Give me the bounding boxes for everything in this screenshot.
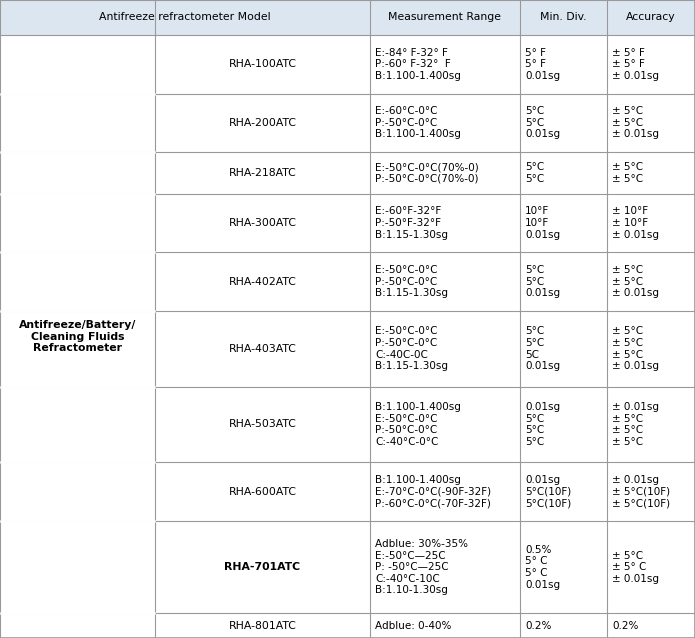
Bar [155, 194, 695, 253]
Text: 0.5%
5° C
5° C
0.01sg: 0.5% 5° C 5° C 0.01sg [525, 545, 560, 590]
Text: RHA-801ATC: RHA-801ATC [229, 621, 297, 631]
Text: RHA-200ATC: RHA-200ATC [229, 118, 297, 128]
Bar [155, 613, 695, 638]
Text: Adblue: 0-40%: Adblue: 0-40% [375, 621, 451, 631]
Text: Measurement Range: Measurement Range [389, 13, 502, 22]
Bar [155, 152, 695, 194]
Text: ± 5°C
± 5° C
± 0.01sg: ± 5°C ± 5° C ± 0.01sg [612, 551, 659, 584]
Text: E:-50°C-0°C
P:-50°C-0°C
B:1.15-1.30sg: E:-50°C-0°C P:-50°C-0°C B:1.15-1.30sg [375, 265, 448, 299]
Text: Antifreeze refractometer Model: Antifreeze refractometer Model [99, 13, 271, 22]
Text: B:1.100-1.400sg
E:-70°C-0°C(-90F-32F)
P:-60°C-0°C(-70F-32F): B:1.100-1.400sg E:-70°C-0°C(-90F-32F) P:… [375, 475, 491, 508]
Bar [155, 253, 695, 311]
Text: ± 5° F
± 5° F
± 0.01sg: ± 5° F ± 5° F ± 0.01sg [612, 48, 659, 81]
Text: ± 0.01sg
± 5°C(10F)
± 5°C(10F): ± 0.01sg ± 5°C(10F) ± 5°C(10F) [612, 475, 670, 508]
Text: Accuracy: Accuracy [626, 13, 676, 22]
Text: RHA-701ATC: RHA-701ATC [224, 562, 300, 572]
Bar [155, 35, 695, 94]
Text: E:-60°F-32°F
P:-50°F-32°F
B:1.15-1.30sg: E:-60°F-32°F P:-50°F-32°F B:1.15-1.30sg [375, 207, 448, 240]
Bar [155, 94, 695, 152]
Text: ± 5°C
± 5°C
± 5°C
± 0.01sg: ± 5°C ± 5°C ± 5°C ± 0.01sg [612, 327, 659, 371]
Text: ± 5°C
± 5°C
± 0.01sg: ± 5°C ± 5°C ± 0.01sg [612, 107, 659, 140]
Bar [155, 462, 695, 521]
Text: RHA-218ATC: RHA-218ATC [229, 168, 296, 178]
Text: 0.2%: 0.2% [525, 621, 551, 631]
Text: ± 10°F
± 10°F
± 0.01sg: ± 10°F ± 10°F ± 0.01sg [612, 207, 659, 240]
Bar [155, 521, 695, 613]
Text: RHA-403ATC: RHA-403ATC [229, 344, 297, 354]
Text: B:1.100-1.400sg
E:-50°C-0°C
P:-50°C-0°C
C:-40°C-0°C: B:1.100-1.400sg E:-50°C-0°C P:-50°C-0°C … [375, 402, 461, 447]
Text: 5°C
5°C
0.01sg: 5°C 5°C 0.01sg [525, 265, 560, 299]
Text: 0.2%: 0.2% [612, 621, 639, 631]
Text: ± 5°C
± 5°C
± 0.01sg: ± 5°C ± 5°C ± 0.01sg [612, 265, 659, 299]
Bar [0, 35, 155, 638]
Text: RHA-100ATC: RHA-100ATC [229, 59, 297, 70]
Text: Adblue: 30%-35%
E:-50°C—25C
P: -50°C—25C
C:-40°C-10C
B:1.10-1.30sg: Adblue: 30%-35% E:-50°C—25C P: -50°C—25C… [375, 539, 468, 595]
Text: E:-60°C-0°C
P:-50°C-0°C
B:1.100-1.400sg: E:-60°C-0°C P:-50°C-0°C B:1.100-1.400sg [375, 107, 461, 140]
Text: 5°C
5°C
5C
0.01sg: 5°C 5°C 5C 0.01sg [525, 327, 560, 371]
Bar [0, 0, 695, 35]
Bar [155, 311, 695, 387]
Text: 5° F
5° F
0.01sg: 5° F 5° F 0.01sg [525, 48, 560, 81]
Text: E:-84° F-32° F
P:-60° F-32°  F
B:1.100-1.400sg: E:-84° F-32° F P:-60° F-32° F B:1.100-1.… [375, 48, 461, 81]
Text: ± 5°C
± 5°C: ± 5°C ± 5°C [612, 162, 643, 184]
Text: 5°C
5°C
0.01sg: 5°C 5°C 0.01sg [525, 107, 560, 140]
Text: 0.01sg
5°C
5°C
5°C: 0.01sg 5°C 5°C 5°C [525, 402, 560, 447]
Text: Min. Div.: Min. Div. [540, 13, 587, 22]
Text: 0.01sg
5°C(10F)
5°C(10F): 0.01sg 5°C(10F) 5°C(10F) [525, 475, 571, 508]
Text: RHA-503ATC: RHA-503ATC [229, 419, 297, 429]
Text: RHA-600ATC: RHA-600ATC [229, 487, 297, 496]
Text: RHA-402ATC: RHA-402ATC [229, 277, 297, 286]
Text: 5°C
5°C: 5°C 5°C [525, 162, 544, 184]
Text: 10°F
10°F
0.01sg: 10°F 10°F 0.01sg [525, 207, 560, 240]
Bar [155, 387, 695, 462]
Text: ± 0.01sg
± 5°C
± 5°C
± 5°C: ± 0.01sg ± 5°C ± 5°C ± 5°C [612, 402, 659, 447]
Text: E:-50°C-0°C
P:-50°C-0°C
C:-40C-0C
B:1.15-1.30sg: E:-50°C-0°C P:-50°C-0°C C:-40C-0C B:1.15… [375, 327, 448, 371]
Text: Antifreeze/Battery/
Cleaning Fluids
Refractometer: Antifreeze/Battery/ Cleaning Fluids Refr… [19, 320, 136, 353]
Text: E:-50°C-0°C(70%-0)
P:-50°C-0°C(70%-0): E:-50°C-0°C(70%-0) P:-50°C-0°C(70%-0) [375, 162, 479, 184]
Text: RHA-300ATC: RHA-300ATC [229, 218, 297, 228]
